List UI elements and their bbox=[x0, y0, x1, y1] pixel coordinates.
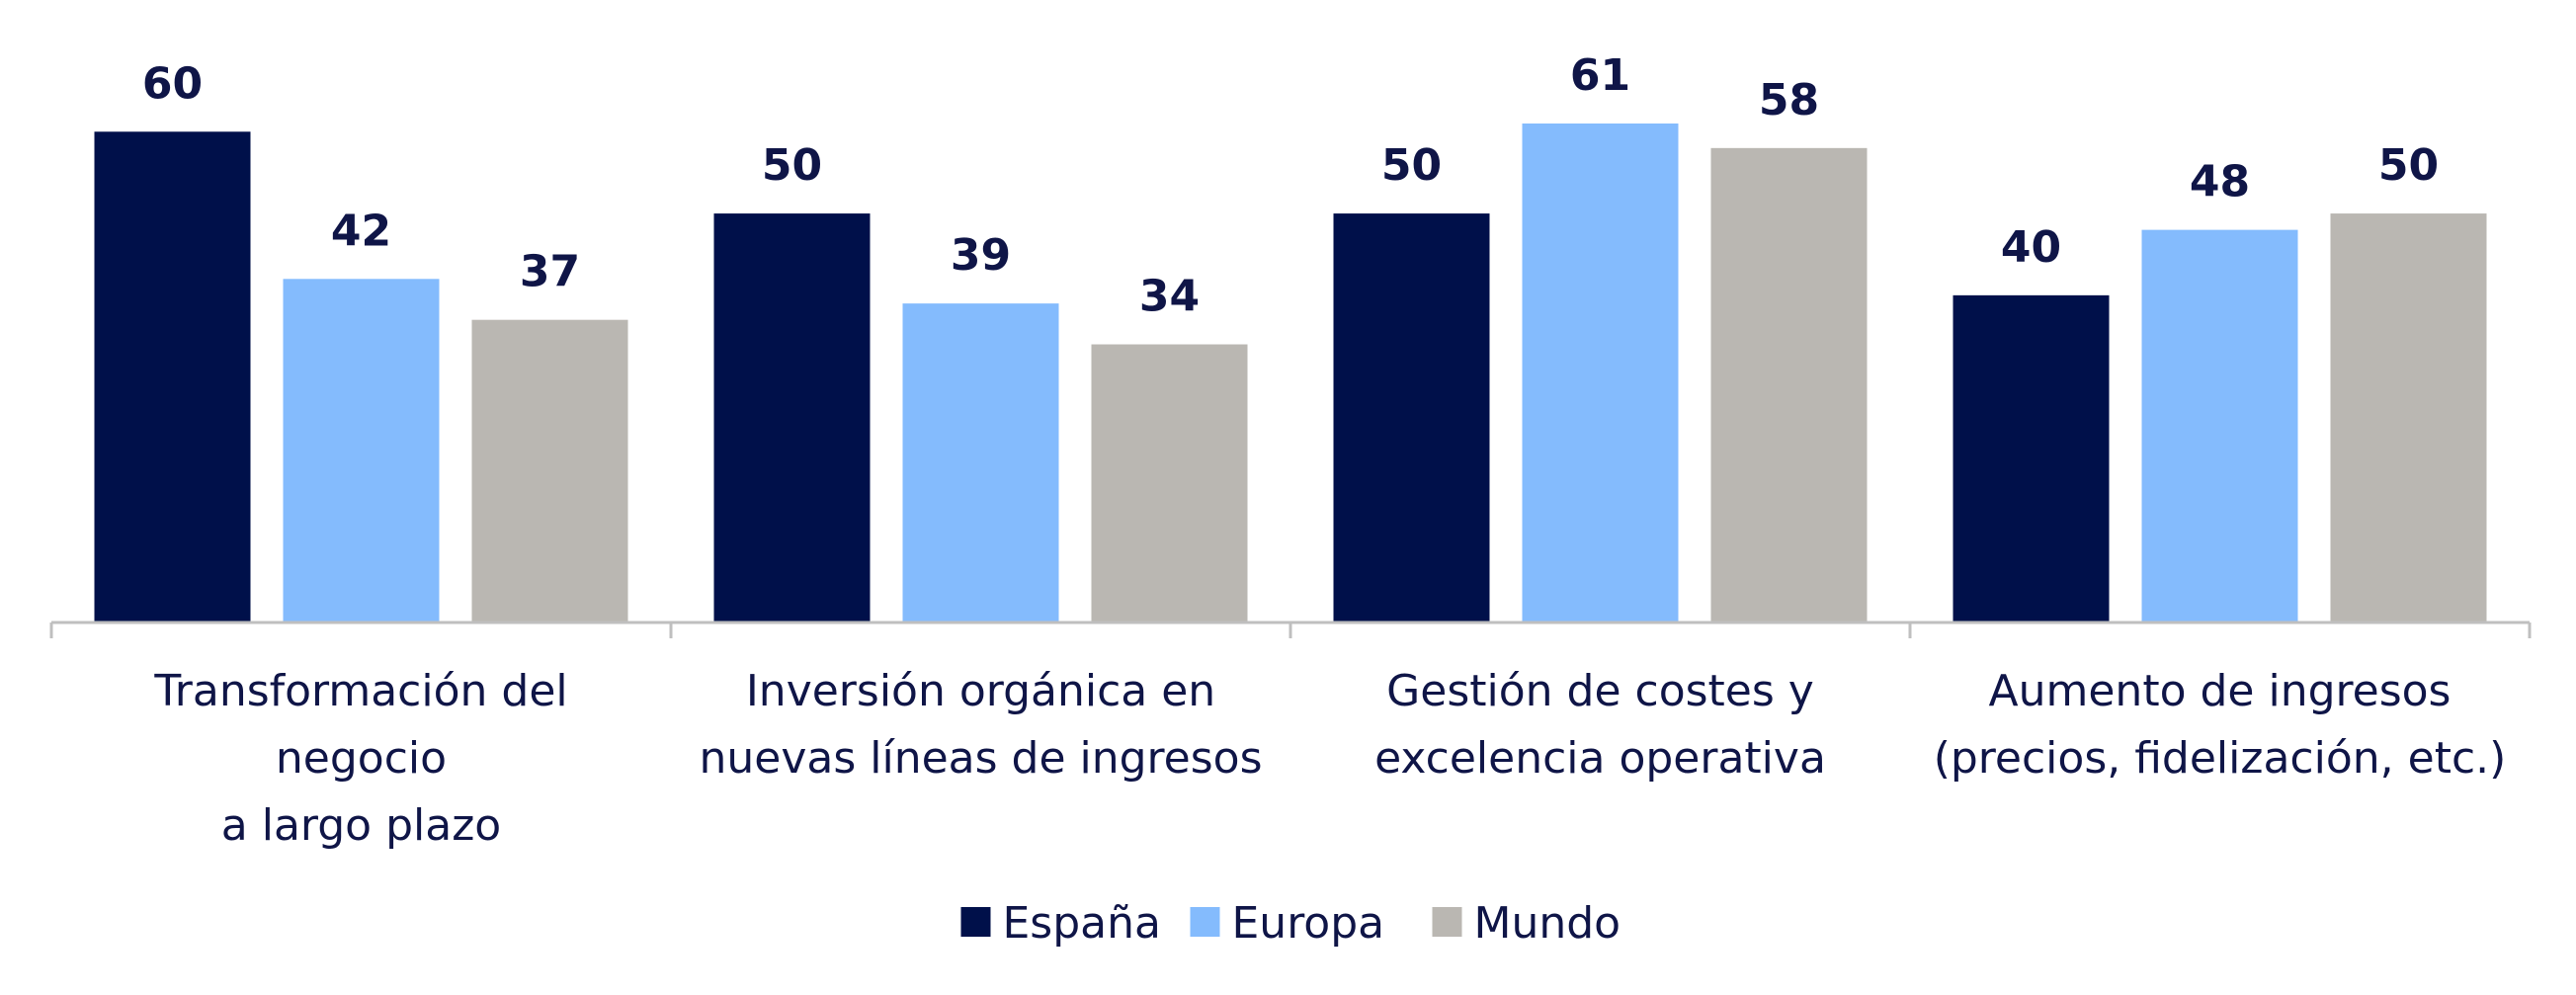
value-label-europa-2: 61 bbox=[1570, 50, 1630, 101]
bar-europa-0 bbox=[283, 279, 440, 622]
bar-españa-0 bbox=[94, 131, 251, 622]
value-label-españa-3: 40 bbox=[2001, 222, 2061, 273]
legend-label-europa: Europa bbox=[1232, 898, 1385, 949]
category-label-0-line-2: a largo plazo bbox=[221, 800, 501, 851]
value-label-españa-1: 50 bbox=[762, 140, 822, 191]
value-label-españa-0: 60 bbox=[142, 58, 203, 109]
legend-label-españa: España bbox=[1003, 898, 1161, 949]
category-label-3-line-1: (precios, fidelización, etc.) bbox=[1934, 733, 2507, 784]
category-label-3-line-0: Aumento de ingresos bbox=[1989, 666, 2451, 716]
value-label-mundo-2: 58 bbox=[1759, 75, 1819, 125]
value-label-mundo-1: 34 bbox=[1139, 272, 1200, 322]
legend-swatch-mundo bbox=[1432, 907, 1462, 937]
value-label-europa-1: 39 bbox=[951, 230, 1011, 281]
bar-europa-1 bbox=[902, 303, 1059, 622]
value-label-europa-3: 48 bbox=[2190, 157, 2250, 207]
legend-swatch-españa bbox=[960, 907, 991, 937]
bar-españa-2 bbox=[1333, 213, 1490, 623]
bar-mundo-2 bbox=[1710, 147, 1868, 622]
legend-label-mundo: Mundo bbox=[1474, 898, 1621, 949]
category-label-2-line-0: Gestión de costes y bbox=[1386, 666, 1814, 716]
value-label-europa-0: 42 bbox=[331, 206, 391, 256]
bars-layer bbox=[94, 124, 2487, 623]
bar-mundo-3 bbox=[2330, 213, 2487, 623]
legend: España Europa Mundo bbox=[960, 898, 1621, 949]
x-axis bbox=[49, 621, 2532, 638]
category-label-0-line-1: negocio bbox=[276, 733, 447, 784]
bar-mundo-0 bbox=[471, 319, 628, 622]
value-label-mundo-3: 50 bbox=[2378, 140, 2439, 191]
category-label-1-line-1: nuevas líneas de ingresos bbox=[699, 733, 1262, 784]
bar-españa-1 bbox=[713, 213, 871, 623]
value-label-mundo-0: 37 bbox=[520, 247, 580, 297]
category-label-0-line-0: Transformación del bbox=[153, 666, 567, 716]
bar-españa-3 bbox=[1953, 294, 2110, 622]
value-labels-layer: 60 42 37 50 39 34 50 61 58 40 48 50 bbox=[142, 50, 2439, 322]
bar-europa-2 bbox=[1522, 124, 1679, 622]
value-label-españa-2: 50 bbox=[1381, 140, 1442, 191]
legend-swatch-europa bbox=[1190, 907, 1220, 937]
bar-europa-3 bbox=[2141, 229, 2298, 622]
category-labels-layer: Transformación del negocio a largo plazo In… bbox=[153, 666, 2506, 851]
bar-mundo-1 bbox=[1091, 344, 1248, 622]
category-label-1-line-0: Inversión orgánica en bbox=[746, 666, 1215, 716]
category-label-2-line-1: excelencia operativa bbox=[1374, 733, 1826, 784]
